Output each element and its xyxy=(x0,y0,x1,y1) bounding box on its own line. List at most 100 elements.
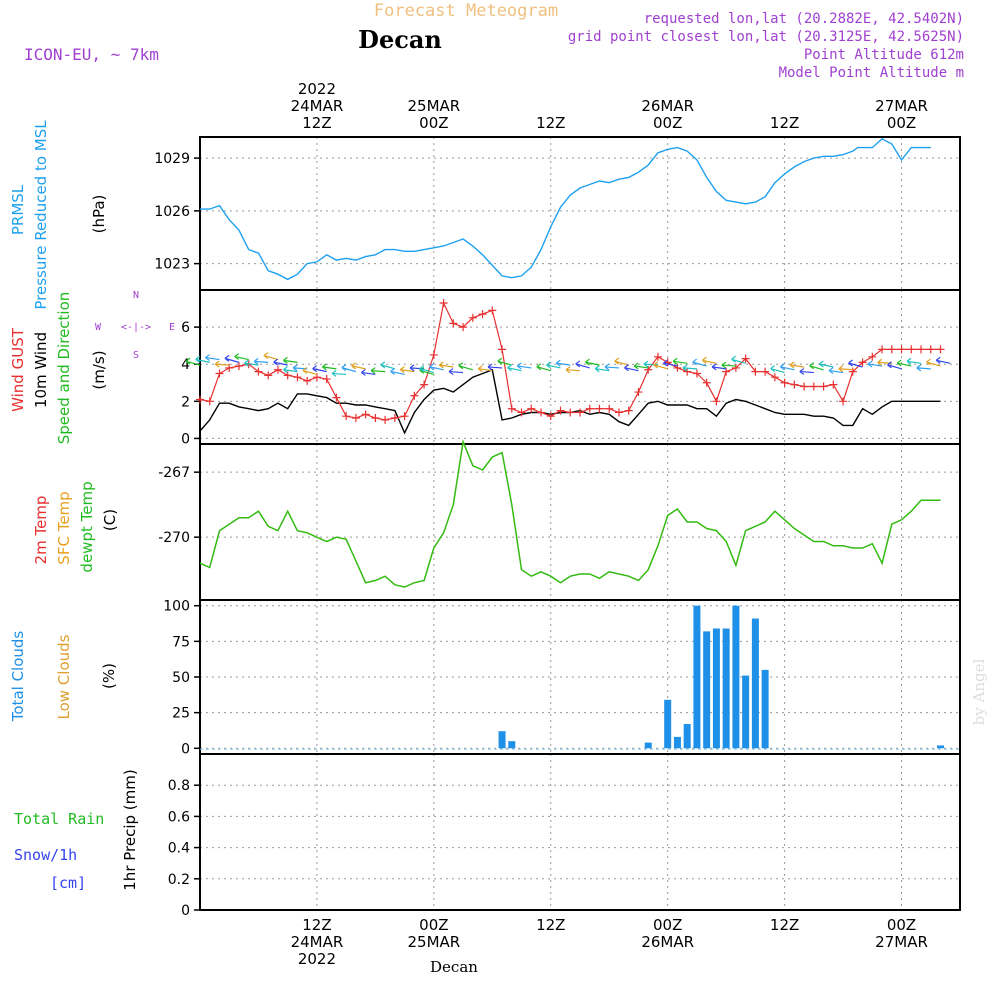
wind-direction-arrow xyxy=(371,370,386,373)
gust-marker xyxy=(322,375,331,384)
wind-direction-arrowhead xyxy=(419,365,425,373)
wind-direction-arrow xyxy=(244,362,259,366)
gust-marker xyxy=(429,350,438,359)
wind-direction-arrowhead xyxy=(409,364,415,372)
wind-direction-arrow xyxy=(926,361,941,367)
wind-direction-arrow xyxy=(828,369,844,374)
cloud-bar xyxy=(673,736,681,749)
gust-marker xyxy=(829,380,838,389)
gust-marker xyxy=(751,367,760,376)
wind-direction-arrowhead xyxy=(779,363,785,371)
y-tick-label: 0 xyxy=(181,741,190,757)
wind-direction-arrow xyxy=(351,365,366,370)
wind-direction-arrowhead xyxy=(253,357,259,365)
wind-direction-arrow xyxy=(780,366,795,371)
dewpoint-line xyxy=(199,439,941,588)
wind-direction-arrowhead xyxy=(877,358,883,366)
wind-direction-arrowhead xyxy=(399,366,405,374)
wind-direction-arrowhead xyxy=(516,362,522,370)
wind-direction-arrow xyxy=(556,362,571,366)
wind-direction-arrow xyxy=(692,361,707,367)
compass-north: N xyxy=(133,290,139,301)
gust-marker xyxy=(887,345,896,354)
wind-direction-arrow xyxy=(400,369,415,373)
wind-direction-arrow xyxy=(536,366,551,372)
wind-direction-arrowhead xyxy=(916,364,922,372)
panel-frame xyxy=(199,443,961,601)
wind-direction-arrowhead xyxy=(438,361,444,369)
gust-marker xyxy=(644,365,653,374)
bottom-time-label: 00Z xyxy=(419,916,448,934)
precip-unit-label: 1hr Precip (mm) xyxy=(121,769,139,890)
total-clouds-label: Total Clouds xyxy=(9,631,27,723)
wind-direction-arrowhead xyxy=(244,359,249,367)
y-tick-label: 25 xyxy=(172,706,190,722)
gust-marker xyxy=(478,310,487,319)
wind-direction-arrowhead xyxy=(497,357,503,365)
gust-marker xyxy=(683,367,692,376)
gust-marker xyxy=(839,397,848,406)
wind-direction-arrow xyxy=(341,367,357,373)
wind-direction-arrow xyxy=(585,361,600,366)
pressure-msl-label: Pressure Reduced to MSL xyxy=(32,120,50,310)
gust-marker xyxy=(546,412,555,421)
wind-direction-arrow xyxy=(595,368,610,372)
top-time-label: 27MAR xyxy=(875,97,928,115)
wind-direction-arrowhead xyxy=(935,356,941,364)
wind-direction-arrow xyxy=(887,364,902,370)
wind-direction-arrow xyxy=(790,364,805,368)
wind-direction-arrow xyxy=(429,366,444,371)
top-time-label: 00Z xyxy=(419,114,448,132)
compass-arrow: <-|-> xyxy=(121,322,151,333)
wind-direction-arrow xyxy=(185,360,201,366)
wind-direction-arrowhead xyxy=(536,363,542,371)
wind-direction-arrowhead xyxy=(351,362,357,370)
gust-marker xyxy=(878,345,887,354)
gust-marker xyxy=(673,363,682,372)
panel-frame xyxy=(199,753,961,911)
wind-direction-arrow xyxy=(906,360,922,364)
temp-dewpt-label: dewpt Temp xyxy=(78,481,96,572)
y-tick-label: -270 xyxy=(158,530,190,546)
gust-marker xyxy=(361,410,370,419)
total-rain-label: Total Rain xyxy=(14,810,104,828)
wind-direction-arrowhead xyxy=(205,354,210,362)
wind-gust-label: Wind GUST xyxy=(9,327,27,412)
compass-west: W xyxy=(95,322,102,333)
wind-direction-arrow xyxy=(488,366,503,369)
wind-direction-arrowhead xyxy=(565,366,571,374)
wind-direction-arrow xyxy=(283,369,298,373)
wind-direction-arrowhead xyxy=(789,361,795,369)
wind-direction-arrow xyxy=(721,364,736,367)
cloud-bar xyxy=(761,669,769,749)
wind-direction-arrow xyxy=(449,370,464,374)
wind-direction-arrow xyxy=(809,365,824,371)
compass-south: S xyxy=(133,350,139,361)
gust-marker xyxy=(342,412,351,421)
y-tick-label: 1026 xyxy=(154,204,190,220)
wind-direction-arrowhead xyxy=(838,365,844,373)
wind-direction-arrow xyxy=(195,358,210,363)
gust-marker xyxy=(234,362,243,371)
y-tick-label: 0.8 xyxy=(168,778,190,794)
gust-marker xyxy=(439,298,448,307)
ms-unit-label: (m/s) xyxy=(90,350,108,389)
wind-direction-arrow xyxy=(517,365,532,369)
wind-direction-arrowhead xyxy=(487,363,493,371)
gust-marker xyxy=(537,408,546,417)
gust-marker xyxy=(527,404,536,413)
wind-direction-arrowhead xyxy=(926,358,931,366)
wind-direction-arrowhead xyxy=(633,362,639,370)
wind-direction-arrow xyxy=(799,370,814,374)
gust-marker xyxy=(790,380,799,389)
gust-marker xyxy=(517,408,526,417)
wind-direction-arrowhead xyxy=(731,355,737,363)
wind-direction-arrowhead xyxy=(322,363,327,371)
cloud-bar xyxy=(722,628,730,749)
clouds-panel: 0 25 50 75 100 xyxy=(163,599,961,757)
wind-direction-arrow xyxy=(312,368,327,373)
wind-direction-arrowhead xyxy=(692,358,698,366)
wind-10m-label: 10m Wind xyxy=(32,332,50,408)
